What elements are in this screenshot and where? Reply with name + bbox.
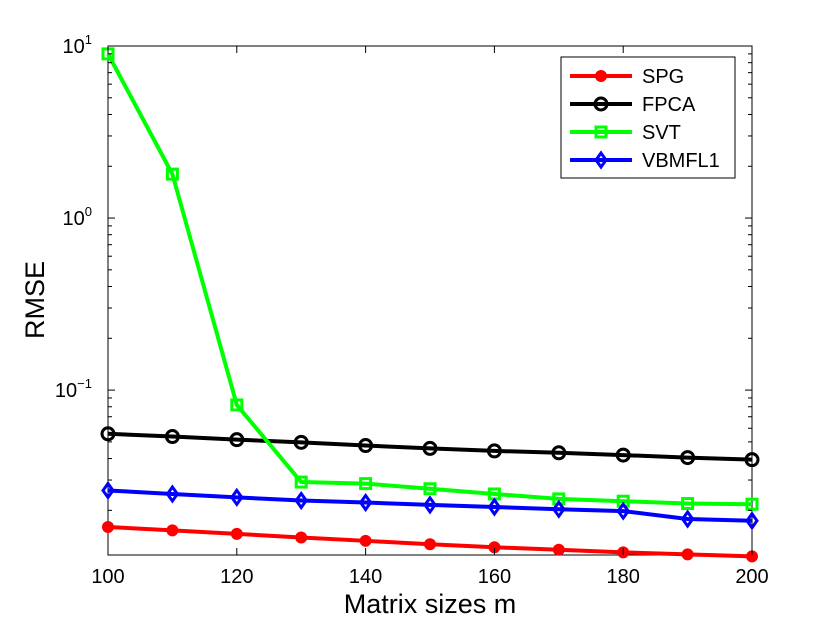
point-fpca-160 <box>486 443 502 459</box>
series-spg <box>102 521 758 563</box>
legend-item-vbmfl1: VBMFL1 <box>570 150 720 172</box>
legend-item-spg: SPG <box>570 66 684 88</box>
x-axis-ticks: 100 120 140 160 180 200 <box>91 46 769 588</box>
y-tick-label-0: 101 <box>63 32 92 58</box>
series-line-svt <box>106 52 753 507</box>
point-spg-100 <box>102 521 114 534</box>
point-fpca-130 <box>293 434 309 450</box>
point-svt-130 <box>294 475 308 489</box>
point-vbmfl1-110 <box>165 484 180 504</box>
series-layer <box>100 47 760 563</box>
x-tick-label-140: 140 <box>349 566 382 588</box>
legend-marker-svt <box>594 125 608 139</box>
legend-marker-vbmfl1 <box>594 150 608 170</box>
y-tick-label-1: 100 <box>63 204 92 230</box>
y-tick-exponent: −1 <box>77 376 92 391</box>
legend-label-fpca: FPCA <box>642 94 696 116</box>
point-vbmfl1-160 <box>487 497 502 517</box>
legend-marker-fpca <box>593 96 609 112</box>
point-spg-110 <box>166 524 179 537</box>
point-fpca-170 <box>551 445 567 461</box>
x-tick-label-120: 120 <box>220 566 253 588</box>
legend-item-fpca: FPCA <box>570 94 696 116</box>
x-tick-label-160: 160 <box>478 566 511 588</box>
point-fpca-200 <box>744 452 760 468</box>
x-tick-label-180: 180 <box>607 566 640 588</box>
point-svt-110 <box>165 167 179 181</box>
point-fpca-150 <box>422 440 438 456</box>
y-tick-base: 10 <box>63 36 85 58</box>
point-spg-140 <box>359 534 372 547</box>
point-svt-200 <box>745 497 759 511</box>
point-vbmfl1-150 <box>423 495 437 515</box>
y-tick-base: 10 <box>63 208 85 230</box>
x-tick-label-200: 200 <box>735 566 768 588</box>
legend-label-vbmfl1: VBMFL1 <box>642 150 720 172</box>
point-vbmfl1-100 <box>101 480 115 501</box>
point-svt-120 <box>230 398 244 412</box>
point-fpca-120 <box>229 432 245 448</box>
point-fpca-180 <box>615 447 631 463</box>
point-svt-140 <box>359 477 373 491</box>
point-fpca-140 <box>358 438 374 454</box>
point-vbmfl1-170 <box>551 499 566 519</box>
series-vbmfl1 <box>101 480 759 531</box>
point-fpca-190 <box>680 450 696 466</box>
point-vbmfl1-120 <box>229 487 244 507</box>
legend-marker-spg <box>595 70 607 82</box>
point-spg-170 <box>552 543 565 556</box>
series-line-fpca <box>107 431 753 462</box>
series-line-vbmfl1 <box>107 488 753 523</box>
point-spg-150 <box>424 538 436 551</box>
point-vbmfl1-190 <box>680 509 695 529</box>
point-svt-150 <box>423 482 437 496</box>
x-axis-label: Matrix sizes m <box>344 589 517 619</box>
y-axis-label: RMSE <box>20 261 50 339</box>
point-spg-190 <box>681 548 694 561</box>
point-spg-120 <box>230 527 243 540</box>
x-tick-label-100: 100 <box>91 566 124 588</box>
point-vbmfl1-200 <box>745 511 759 531</box>
legend-item-svt: SVT <box>570 122 681 144</box>
y-tick-exponent: 1 <box>85 32 92 47</box>
point-vbmfl1-140 <box>358 492 373 513</box>
y-tick-exponent: 0 <box>85 204 92 219</box>
y-tick-label-2: 10−1 <box>55 376 92 402</box>
legend-label-svt: SVT <box>642 122 681 144</box>
point-svt-190 <box>681 497 695 511</box>
point-spg-130 <box>295 531 308 544</box>
legend: SPG FPCA SVT VBMFL1 <box>560 56 736 179</box>
point-vbmfl1-130 <box>294 490 309 511</box>
series-fpca <box>100 426 760 468</box>
y-tick-base: 10 <box>55 380 77 402</box>
legend-label-spg: SPG <box>642 66 684 88</box>
point-vbmfl1-180 <box>616 501 631 521</box>
point-fpca-110 <box>164 429 180 445</box>
